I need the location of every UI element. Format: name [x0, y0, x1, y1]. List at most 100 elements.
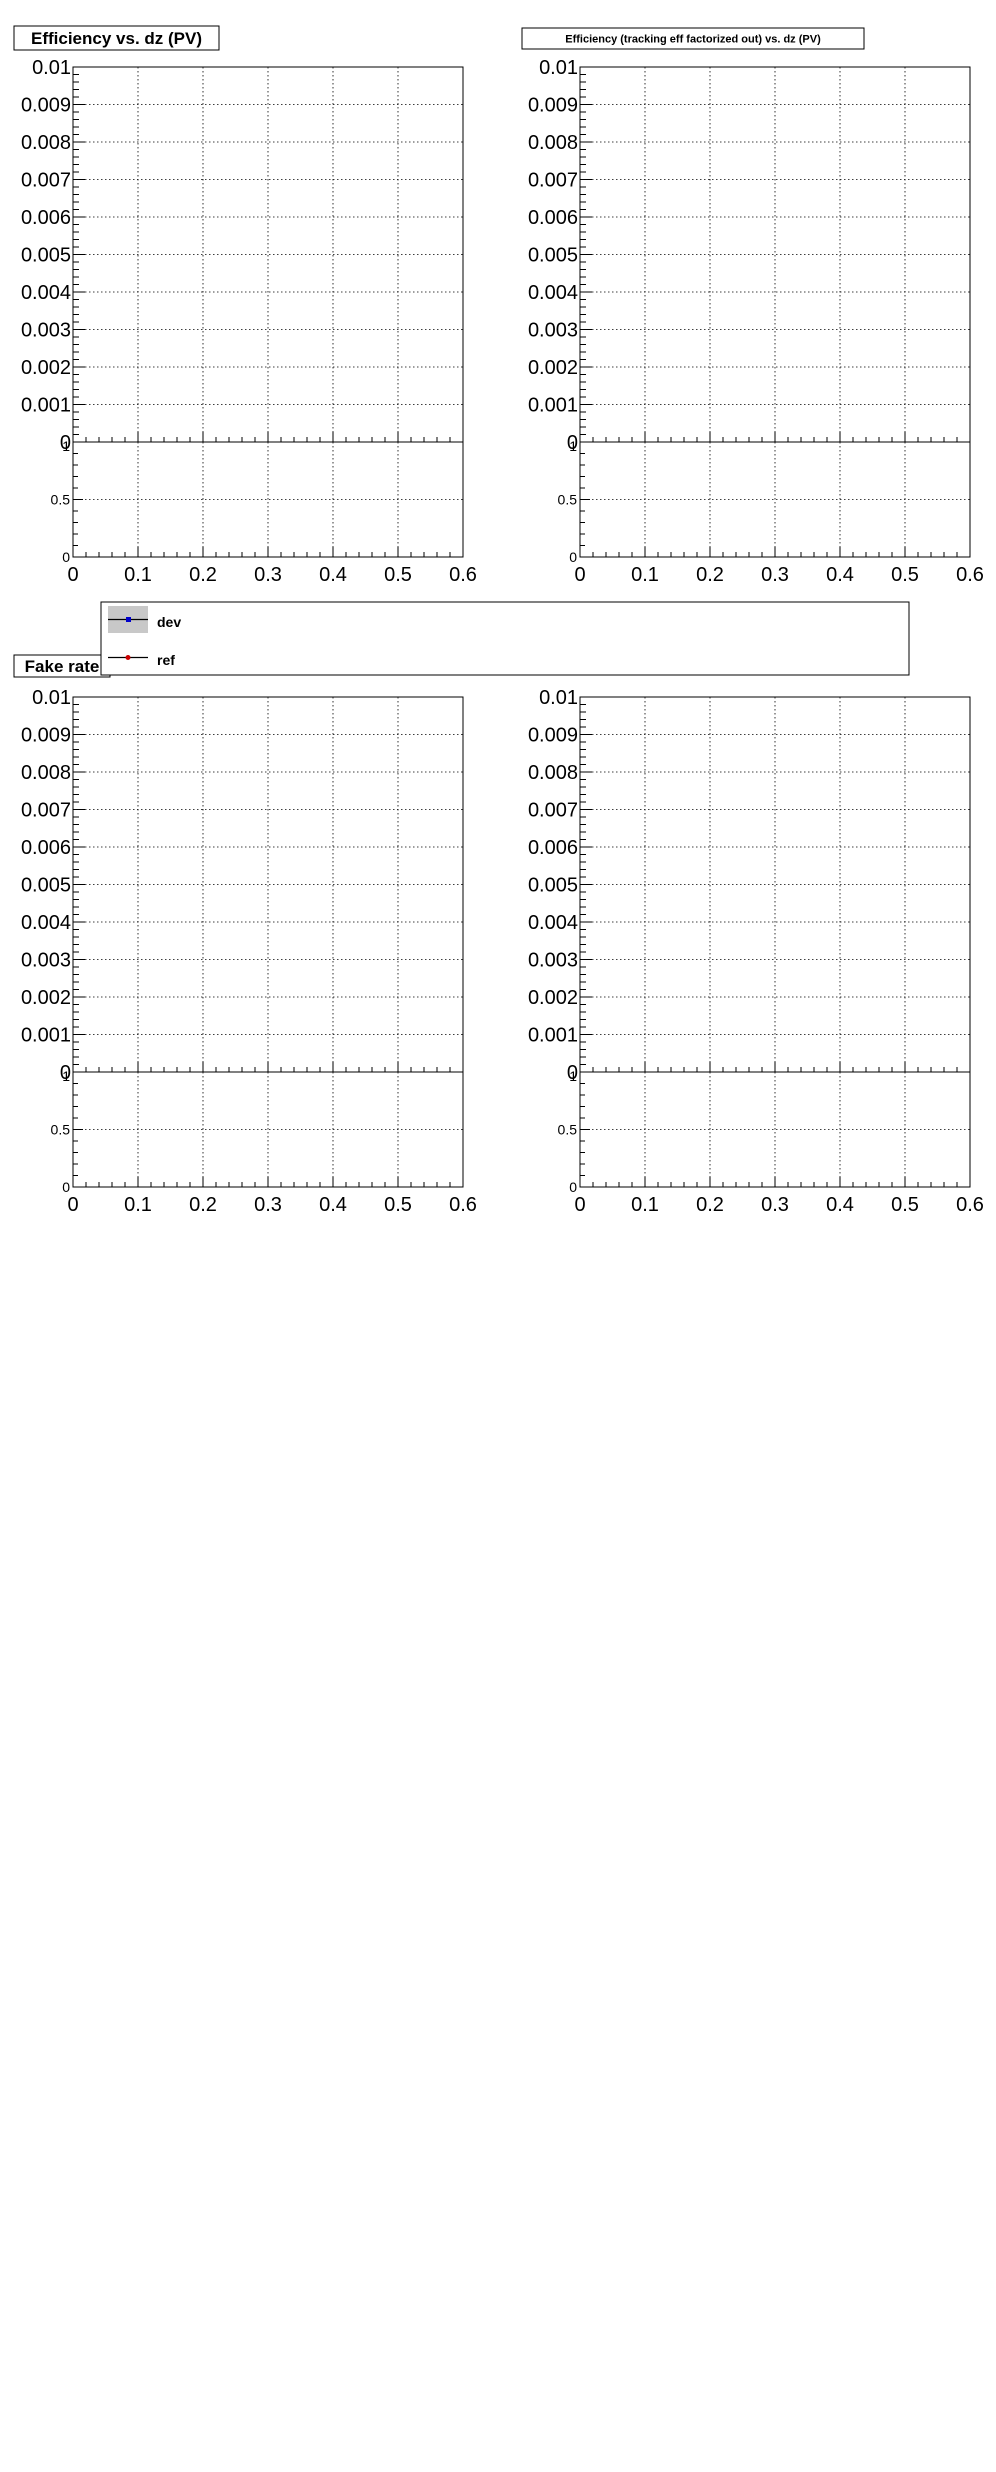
- y-tick-label: 0.002: [528, 987, 578, 1009]
- legend-entry-ref: ref: [108, 652, 175, 668]
- x-tick-label: 0.4: [826, 1194, 854, 1216]
- ratio-y-tick-label: 1: [62, 1068, 70, 1084]
- chart-title: Efficiency vs. dz (PV): [31, 29, 202, 48]
- y-tick-label: 0: [60, 432, 71, 454]
- ratio-y-tick-label: 0: [62, 549, 70, 565]
- y-tick-label: 0.007: [21, 170, 71, 192]
- x-tick-label: 0.3: [761, 564, 789, 586]
- ratio-y-tick-label: 0: [569, 549, 577, 565]
- y-tick-label: 0.001: [21, 395, 71, 417]
- x-tick-label: 0.5: [384, 564, 412, 586]
- y-tick-label: 0.006: [21, 837, 71, 859]
- y-tick-label: 0.003: [21, 950, 71, 972]
- y-tick-label: 0.005: [21, 875, 71, 897]
- ratio-y-tick-label: 0: [62, 1179, 70, 1195]
- x-tick-label: 0: [67, 564, 78, 586]
- x-tick-label: 0.2: [696, 1194, 724, 1216]
- ratio-y-tick-label: 0.5: [558, 1122, 578, 1138]
- x-tick-label: 0.4: [319, 1194, 347, 1216]
- ratio-y-tick-label: 1: [569, 1068, 577, 1084]
- x-tick-label: 0.3: [254, 564, 282, 586]
- x-tick-label: 0.3: [254, 1194, 282, 1216]
- y-tick-label: 0.002: [528, 357, 578, 379]
- y-tick-label: 0.003: [21, 320, 71, 342]
- x-tick-label: 0.6: [449, 564, 477, 586]
- y-tick-label: 0.008: [21, 132, 71, 154]
- y-tick-label: 0.008: [21, 762, 71, 784]
- x-tick-label: 0.6: [956, 564, 984, 586]
- y-tick-label: 0: [60, 1062, 71, 1084]
- chart-title: Fake rate: [25, 657, 100, 676]
- ratio-y-tick-label: 1: [62, 438, 70, 454]
- y-tick-label: 0.009: [21, 725, 71, 747]
- chart-panel-1: 0 0.001 0.002 0.003 0.004 0.005 0.006 0.007 0.00…: [13, 25, 477, 586]
- y-tick-label: 0.005: [21, 245, 71, 267]
- y-tick-label: 0.001: [21, 1025, 71, 1047]
- y-tick-label: 0.002: [21, 357, 71, 379]
- x-tick-label: 0.2: [189, 1194, 217, 1216]
- legend: dev ref: [100, 601, 910, 676]
- ratio-y-tick-label: 0.5: [51, 492, 71, 508]
- y-tick-label: 0.004: [528, 912, 578, 934]
- chart-title: Efficiency (tracking eff factorized out)…: [565, 33, 821, 45]
- y-tick-label: 0.007: [528, 800, 578, 822]
- ratio-y-tick-label: 0.5: [51, 1122, 71, 1138]
- y-tick-label: 0.006: [21, 207, 71, 229]
- ratio-y-tick-label: 0: [569, 1179, 577, 1195]
- x-tick-label: 0.2: [189, 564, 217, 586]
- x-tick-label: 0.6: [449, 1194, 477, 1216]
- x-tick-label: 0.5: [891, 564, 919, 586]
- y-tick-label: 0.01: [32, 687, 71, 709]
- y-tick-label: 0.01: [539, 687, 578, 709]
- x-tick-label: 0.4: [826, 564, 854, 586]
- x-tick-label: 0.5: [384, 1194, 412, 1216]
- legend-ref-marker: [125, 655, 131, 660]
- x-tick-label: 0.5: [891, 1194, 919, 1216]
- y-tick-label: 0.005: [528, 245, 578, 267]
- legend-dev-marker: [126, 617, 131, 622]
- y-tick-label: 0.006: [528, 207, 578, 229]
- x-tick-label: 0.1: [124, 564, 152, 586]
- chart-panel-3: 0 0.001 0.002 0.003 0.004 0.005 0.006 0.007 0.00…: [13, 654, 477, 1216]
- y-tick-label: 0: [567, 1062, 578, 1084]
- y-tick-label: 0.006: [528, 837, 578, 859]
- y-tick-label: 0.002: [21, 987, 71, 1009]
- chart-panel-4: 0 0.001 0.002 0.003 0.004 0.005 0.006 0.007 0.00…: [528, 687, 984, 1216]
- y-tick-label: 0.01: [539, 57, 578, 79]
- y-tick-label: 0.008: [528, 762, 578, 784]
- y-tick-label: 0.001: [528, 395, 578, 417]
- x-tick-label: 0.2: [696, 564, 724, 586]
- title-box: [521, 27, 865, 50]
- title-box: [13, 25, 220, 51]
- y-tick-label: 0.01: [32, 57, 71, 79]
- y-tick-label: 0.004: [21, 912, 71, 934]
- legend-label-ref: ref: [157, 652, 175, 668]
- x-tick-label: 0: [574, 1194, 585, 1216]
- x-tick-label: 0.1: [631, 564, 659, 586]
- y-tick-label: 0.003: [528, 320, 578, 342]
- y-tick-label: 0.007: [21, 800, 71, 822]
- x-tick-label: 0.4: [319, 564, 347, 586]
- y-tick-label: 0.007: [528, 170, 578, 192]
- ratio-y-tick-label: 0.5: [558, 492, 578, 508]
- y-tick-label: 0.009: [21, 95, 71, 117]
- y-tick-label: 0.009: [528, 95, 578, 117]
- ratio-y-tick-label: 1: [569, 438, 577, 454]
- x-tick-label: 0.3: [761, 1194, 789, 1216]
- x-tick-label: 0: [574, 564, 585, 586]
- legend-box: [100, 601, 910, 676]
- y-tick-label: 0.009: [528, 725, 578, 747]
- y-tick-label: 0.004: [21, 282, 71, 304]
- legend-label-dev: dev: [157, 614, 181, 630]
- y-tick-label: 0.001: [528, 1025, 578, 1047]
- chart-panel-2: 0 0.001 0.002 0.003 0.004 0.005 0.006 0.007 0.00…: [521, 27, 984, 586]
- x-tick-label: 0.6: [956, 1194, 984, 1216]
- x-tick-label: 0.1: [631, 1194, 659, 1216]
- y-tick-label: 0.003: [528, 950, 578, 972]
- y-tick-label: 0: [567, 432, 578, 454]
- y-tick-label: 0.005: [528, 875, 578, 897]
- legend-entry-dev: dev: [108, 606, 181, 633]
- y-tick-label: 0.004: [528, 282, 578, 304]
- x-tick-label: 0.1: [124, 1194, 152, 1216]
